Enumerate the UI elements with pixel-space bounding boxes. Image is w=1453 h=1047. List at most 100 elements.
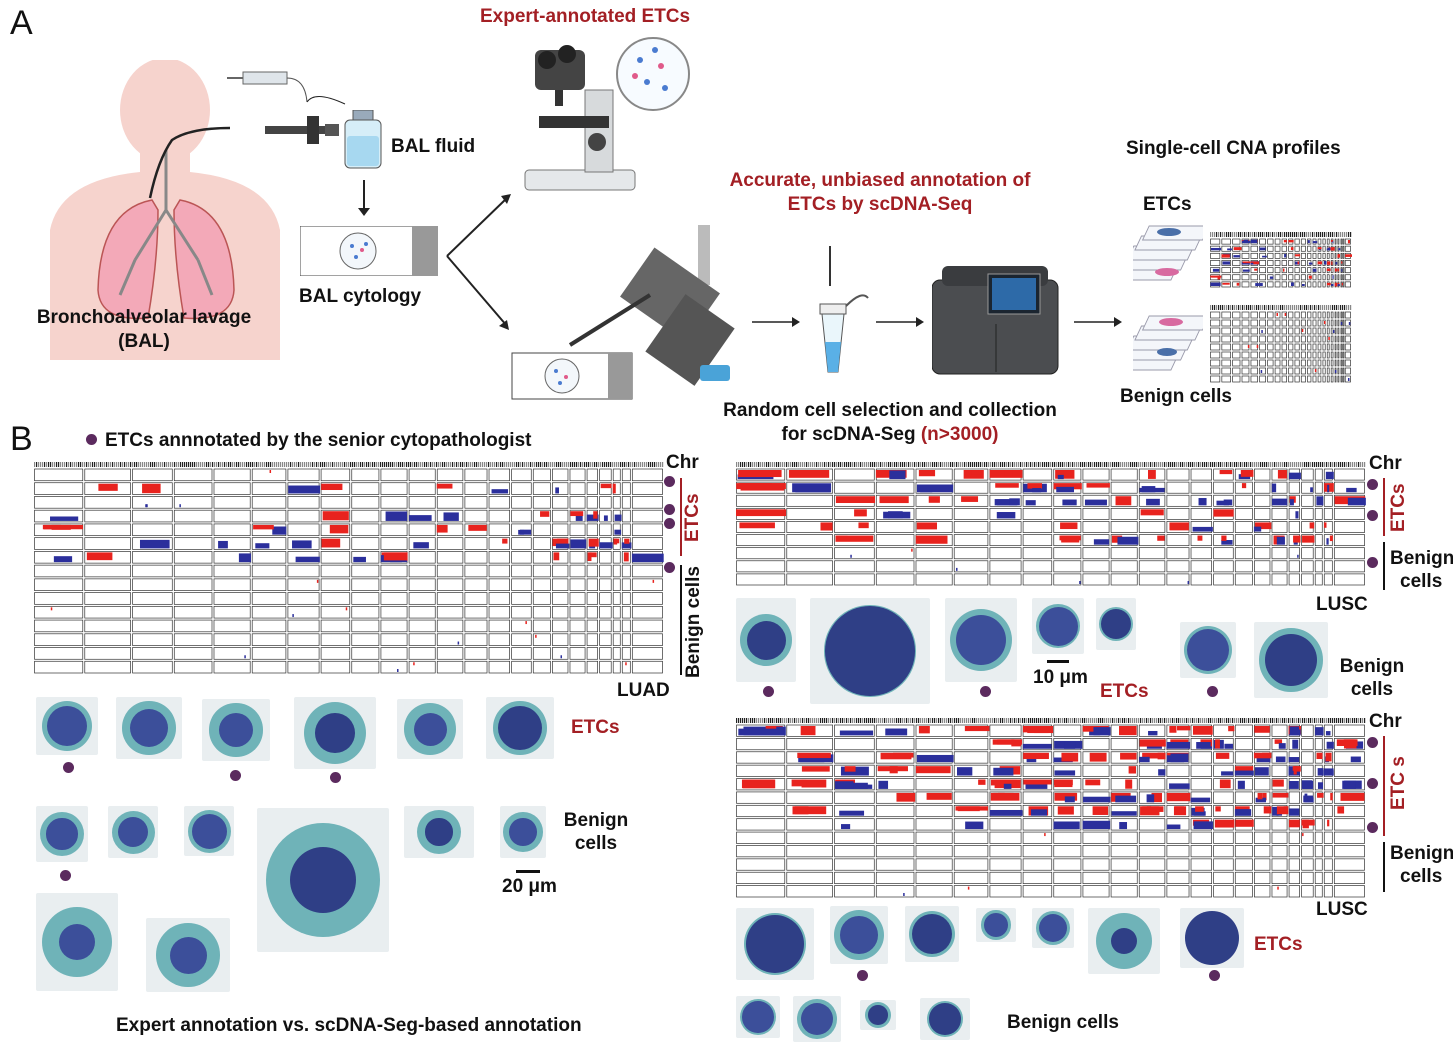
- chr-header-tick: [1158, 462, 1160, 467]
- chr-header-tick: [1346, 718, 1348, 723]
- loss-segment: [1084, 499, 1107, 506]
- chr-header-tick: [1352, 718, 1354, 723]
- chr-cell: [621, 482, 631, 495]
- gain-segment: [1120, 752, 1137, 760]
- chr-header-tick: [1202, 462, 1204, 467]
- cytopath-dot: [230, 770, 241, 781]
- chr-header-tick: [1108, 462, 1110, 467]
- chr-header-tick: [1344, 232, 1346, 237]
- chr-header-tick: [416, 462, 418, 467]
- chr-cell: [989, 521, 1022, 533]
- chr-header-tick: [1330, 305, 1332, 310]
- chr-header-tick: [1360, 718, 1362, 723]
- chr-header-tick: [76, 462, 78, 467]
- chr-cell: [1221, 238, 1231, 245]
- cytopath-dot: [1207, 686, 1218, 697]
- chr-cell: [786, 845, 833, 858]
- chr-cell: [1213, 804, 1234, 818]
- chr-header-tick: [958, 718, 960, 723]
- cytopath-dot: [60, 870, 71, 881]
- chr-cell: [488, 523, 511, 537]
- cell-micrograph: [202, 699, 270, 761]
- chr-header-tick: [1284, 232, 1286, 237]
- chr-header-tick: [468, 462, 470, 467]
- chr-header-tick: [454, 462, 456, 467]
- chr-header-tick: [822, 718, 824, 723]
- chr-header-tick: [278, 462, 280, 467]
- chr-cell: [1022, 845, 1053, 858]
- chr-cell: [834, 573, 875, 586]
- chr-cell: [834, 547, 875, 560]
- gain-segment: [1236, 282, 1240, 286]
- chr-header-tick: [590, 462, 592, 467]
- gain-segment: [1053, 483, 1082, 490]
- chr-header-tick: [1274, 232, 1276, 237]
- chr-header-tick: [1170, 718, 1172, 723]
- chr-cell: [1190, 845, 1213, 858]
- cell-micrograph: [830, 906, 888, 964]
- chr-header-tick: [1276, 305, 1278, 310]
- chr-cell: [287, 468, 320, 482]
- gain-segment: [468, 524, 487, 531]
- chr-header-tick: [196, 462, 198, 467]
- chr-header-tick: [546, 462, 548, 467]
- chr-header-tick: [1220, 462, 1222, 467]
- chr-header-tick: [1146, 718, 1148, 723]
- chr-header-tick: [820, 462, 822, 467]
- chr-header-tick: [740, 462, 742, 467]
- chr-cell: [408, 564, 436, 578]
- loss-segment: [1146, 498, 1160, 506]
- chr-cell: [1323, 573, 1333, 586]
- chr-header-tick: [890, 718, 892, 723]
- chr-header-tick: [66, 462, 68, 467]
- chr-cell: [213, 496, 251, 509]
- chr-header-tick: [1210, 305, 1212, 310]
- chr-cell: [1271, 845, 1288, 858]
- chr-header-tick: [1224, 462, 1226, 467]
- chr-header-tick: [918, 718, 920, 723]
- chr-header-tick: [154, 462, 156, 467]
- chr-header-tick: [1316, 232, 1318, 237]
- chr-cell: [1307, 267, 1312, 274]
- chr-cell: [586, 468, 598, 482]
- gain-segment: [1302, 535, 1315, 543]
- chr-header-tick: [812, 718, 814, 723]
- chr-header-tick: [796, 718, 798, 723]
- chr-cell: [1232, 375, 1241, 383]
- chr-cell: [1190, 481, 1213, 494]
- chr-cell: [1314, 738, 1323, 751]
- chr-header-tick: [1018, 718, 1020, 723]
- chr-cell: [1234, 738, 1253, 751]
- chr-header-tick: [1358, 718, 1360, 723]
- gain-segment: [1157, 535, 1165, 541]
- chr-header-tick: [1152, 718, 1154, 723]
- gain-segment: [1128, 766, 1136, 774]
- chr-cell: [1294, 343, 1300, 351]
- nucleus: [746, 915, 804, 973]
- chr-header-tick: [860, 462, 862, 467]
- chr-header-tick: [1252, 462, 1254, 467]
- chr-header-tick: [1362, 718, 1364, 723]
- chr-header-tick: [990, 718, 992, 723]
- chr-header-tick: [1256, 232, 1258, 237]
- cell-micrograph: [920, 998, 970, 1040]
- chr-cell: [875, 858, 915, 871]
- chr-header-tick: [62, 462, 64, 467]
- cna-benign-label: Benign cells: [1120, 386, 1232, 407]
- chr-header-tick: [580, 462, 582, 467]
- chr-header-tick: [1254, 462, 1256, 467]
- chr-header-tick: [128, 462, 130, 467]
- gain-segment: [1292, 766, 1300, 771]
- chr-cell: [586, 551, 598, 564]
- chr-header-tick: [1164, 462, 1166, 467]
- chr-cell: [34, 496, 84, 509]
- chr-cell: [1267, 311, 1274, 319]
- loss-segment: [839, 810, 865, 816]
- chr-cell: [1241, 274, 1250, 281]
- gain-segment: [1250, 261, 1260, 265]
- chr-cell: [1241, 327, 1250, 335]
- nucleus: [46, 818, 78, 850]
- gain-segment: [1309, 522, 1315, 529]
- chr-header-tick: [1242, 718, 1244, 723]
- chr-header-tick: [92, 462, 94, 467]
